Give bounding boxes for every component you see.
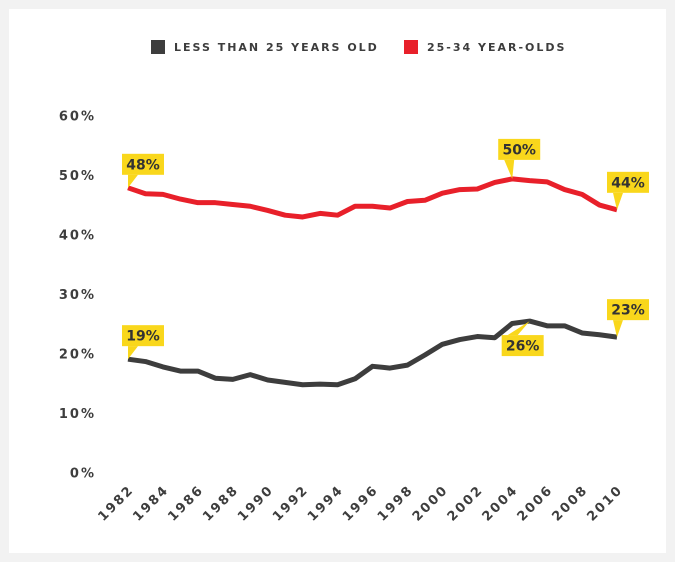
callout-box: [501, 335, 544, 357]
value-callout: 48%: [122, 153, 164, 188]
value-callout: 23%: [607, 299, 649, 338]
y-tick-label: 60%: [59, 110, 96, 125]
y-tick-label: 50%: [59, 169, 96, 184]
callout-pointer: [507, 321, 530, 336]
callout-pointer: [128, 174, 138, 188]
legend-label: 25-34 YEAR-OLDS: [427, 41, 566, 54]
callout-pointer: [128, 346, 138, 360]
callout-pointer: [504, 159, 515, 179]
y-tick-label: 30%: [59, 288, 96, 303]
value-callout: 26%: [501, 321, 544, 357]
value-label: 19%: [126, 329, 160, 345]
legend-swatch: [404, 40, 418, 54]
value-label: 44%: [611, 175, 645, 191]
series-line: [127, 176, 618, 220]
value-callout: 44%: [607, 171, 649, 210]
value-callout: 50%: [498, 138, 541, 179]
panel: [9, 9, 666, 553]
value-label: 50%: [502, 142, 536, 158]
callout-box: [607, 299, 649, 321]
legend-swatch: [151, 40, 165, 54]
callout-box: [607, 171, 649, 193]
callout-pointer: [613, 192, 623, 210]
callout-pointer: [613, 320, 623, 338]
callout-box: [122, 153, 164, 175]
value-callout: 19%: [122, 325, 164, 360]
series-line: [127, 318, 618, 388]
callout-box: [122, 325, 164, 347]
y-tick-label: 10%: [59, 407, 96, 422]
y-tick-label: 40%: [59, 229, 96, 244]
y-tick-label: 0%: [70, 467, 96, 482]
callout-box: [498, 138, 541, 160]
value-label: 48%: [126, 157, 160, 173]
value-label: 26%: [506, 339, 540, 355]
y-tick-label: 20%: [59, 348, 96, 363]
legend-label: LESS THAN 25 YEARS OLD: [174, 41, 379, 54]
value-label: 23%: [611, 303, 645, 319]
